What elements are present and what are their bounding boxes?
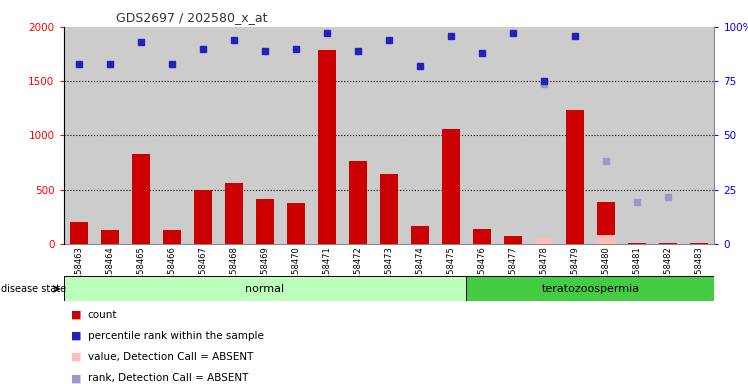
- Bar: [658, 243, 677, 244]
- Text: GDS2697 / 202580_x_at: GDS2697 / 202580_x_at: [116, 11, 267, 24]
- Bar: [597, 202, 615, 244]
- Bar: [473, 228, 491, 244]
- Text: normal: normal: [245, 284, 284, 294]
- Bar: [132, 154, 150, 244]
- Bar: [349, 161, 367, 244]
- Bar: [194, 190, 212, 244]
- Bar: [411, 226, 429, 244]
- Bar: [535, 238, 554, 244]
- Text: teratozoospermia: teratozoospermia: [542, 284, 640, 294]
- Bar: [503, 236, 522, 244]
- Bar: [380, 174, 398, 244]
- Bar: [441, 129, 460, 244]
- Bar: [224, 183, 243, 244]
- Bar: [565, 111, 584, 244]
- Bar: [535, 238, 554, 244]
- Text: value, Detection Call = ABSENT: value, Detection Call = ABSENT: [88, 352, 253, 362]
- Text: ■: ■: [71, 373, 82, 383]
- Text: ■: ■: [71, 331, 82, 341]
- Text: ■: ■: [71, 352, 82, 362]
- Bar: [256, 199, 275, 244]
- Bar: [64, 276, 467, 301]
- Bar: [628, 243, 646, 244]
- Text: disease state: disease state: [1, 284, 67, 294]
- Bar: [163, 230, 181, 244]
- Text: rank, Detection Call = ABSENT: rank, Detection Call = ABSENT: [88, 373, 248, 383]
- Bar: [597, 235, 615, 244]
- Text: percentile rank within the sample: percentile rank within the sample: [88, 331, 263, 341]
- Bar: [101, 230, 120, 244]
- Bar: [286, 203, 305, 244]
- Bar: [70, 222, 88, 244]
- Bar: [318, 50, 337, 244]
- Text: ■: ■: [71, 310, 82, 320]
- Bar: [690, 243, 708, 244]
- Text: count: count: [88, 310, 117, 320]
- Bar: [467, 276, 714, 301]
